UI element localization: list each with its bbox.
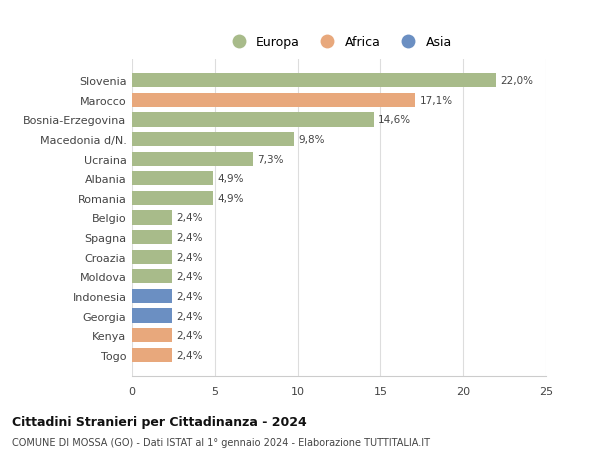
Text: 2,4%: 2,4% xyxy=(176,311,202,321)
Bar xyxy=(132,211,172,225)
Text: 4,9%: 4,9% xyxy=(217,194,244,203)
Legend: Europa, Africa, Asia: Europa, Africa, Asia xyxy=(221,31,457,54)
Text: 2,4%: 2,4% xyxy=(176,233,202,242)
Bar xyxy=(132,269,172,284)
Bar xyxy=(132,191,213,206)
Bar xyxy=(132,172,213,186)
Text: 22,0%: 22,0% xyxy=(500,76,533,86)
Text: Cittadini Stranieri per Cittadinanza - 2024: Cittadini Stranieri per Cittadinanza - 2… xyxy=(12,415,307,428)
Text: 7,3%: 7,3% xyxy=(257,154,284,164)
Bar xyxy=(132,74,496,88)
Text: 2,4%: 2,4% xyxy=(176,350,202,360)
Bar xyxy=(132,152,253,166)
Bar xyxy=(132,328,172,342)
Bar xyxy=(132,289,172,303)
Bar xyxy=(132,250,172,264)
Bar xyxy=(132,113,374,127)
Text: 2,4%: 2,4% xyxy=(176,213,202,223)
Text: 2,4%: 2,4% xyxy=(176,291,202,301)
Text: 4,9%: 4,9% xyxy=(217,174,244,184)
Text: 14,6%: 14,6% xyxy=(378,115,411,125)
Bar xyxy=(132,309,172,323)
Bar xyxy=(132,94,415,108)
Text: 9,8%: 9,8% xyxy=(298,135,325,145)
Text: 2,4%: 2,4% xyxy=(176,272,202,282)
Text: 2,4%: 2,4% xyxy=(176,330,202,341)
Text: 2,4%: 2,4% xyxy=(176,252,202,262)
Bar xyxy=(132,133,294,147)
Text: 17,1%: 17,1% xyxy=(419,95,452,106)
Text: COMUNE DI MOSSA (GO) - Dati ISTAT al 1° gennaio 2024 - Elaborazione TUTTITALIA.I: COMUNE DI MOSSA (GO) - Dati ISTAT al 1° … xyxy=(12,437,430,447)
Bar xyxy=(132,348,172,362)
Bar xyxy=(132,230,172,245)
